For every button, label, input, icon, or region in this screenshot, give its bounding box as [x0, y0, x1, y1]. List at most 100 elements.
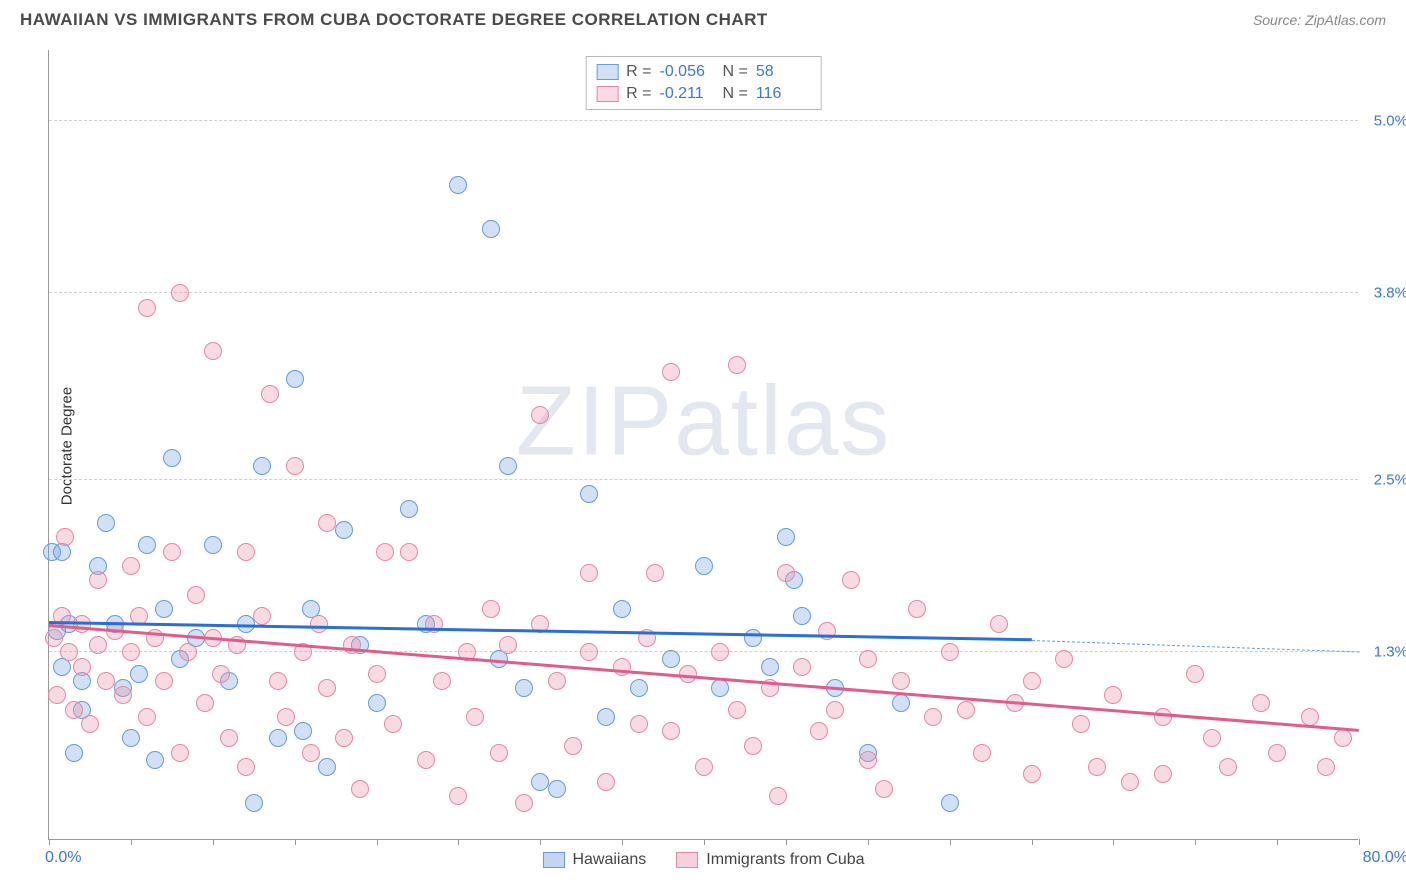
scatter-point	[1252, 694, 1270, 712]
x-tick	[540, 839, 541, 845]
legend-label: Immigrants from Cuba	[706, 851, 864, 869]
scatter-point	[277, 708, 295, 726]
scatter-point	[662, 650, 680, 668]
trend-line	[49, 624, 1359, 731]
x-tick	[1359, 839, 1360, 845]
n-value: 58	[756, 63, 811, 81]
scatter-point	[449, 787, 467, 805]
y-tick-label: 1.3%	[1374, 644, 1406, 661]
scatter-point	[81, 715, 99, 733]
scatter-point	[793, 658, 811, 676]
scatter-point	[490, 744, 508, 762]
scatter-point	[859, 650, 877, 668]
scatter-point	[1023, 672, 1041, 690]
scatter-point	[155, 600, 173, 618]
scatter-plot: ZIPatlas R =-0.056N =58R =-0.211N =116 H…	[48, 50, 1358, 840]
scatter-point	[335, 729, 353, 747]
scatter-point	[245, 794, 263, 812]
scatter-point	[580, 643, 598, 661]
chart-source: Source: ZipAtlas.com	[1253, 12, 1386, 28]
scatter-point	[564, 737, 582, 755]
scatter-point	[711, 643, 729, 661]
scatter-point	[613, 600, 631, 618]
scatter-point	[744, 737, 762, 755]
scatter-point	[1072, 715, 1090, 733]
scatter-point	[196, 694, 214, 712]
scatter-point	[941, 643, 959, 661]
x-tick	[213, 839, 214, 845]
scatter-point	[138, 299, 156, 317]
scatter-point	[294, 722, 312, 740]
scatter-point	[630, 715, 648, 733]
legend-label: Hawaiians	[572, 851, 646, 869]
legend-swatch	[596, 64, 618, 80]
scatter-point	[597, 708, 615, 726]
scatter-point	[777, 564, 795, 582]
legend-item: Immigrants from Cuba	[676, 851, 864, 869]
scatter-point	[343, 636, 361, 654]
chart-header: HAWAIIAN VS IMMIGRANTS FROM CUBA DOCTORA…	[0, 0, 1406, 36]
x-tick	[377, 839, 378, 845]
chart-title: HAWAIIAN VS IMMIGRANTS FROM CUBA DOCTORA…	[20, 10, 768, 30]
scatter-point	[122, 557, 140, 575]
scatter-point	[548, 672, 566, 690]
x-tick	[622, 839, 623, 845]
x-tick	[295, 839, 296, 845]
scatter-point	[1088, 758, 1106, 776]
scatter-point	[531, 406, 549, 424]
scatter-point	[1203, 729, 1221, 747]
scatter-point	[875, 780, 893, 798]
scatter-point	[138, 536, 156, 554]
scatter-point	[1219, 758, 1237, 776]
x-tick	[704, 839, 705, 845]
scatter-point	[122, 643, 140, 661]
scatter-point	[769, 787, 787, 805]
scatter-point	[744, 629, 762, 647]
scatter-point	[65, 701, 83, 719]
y-tick-label: 3.8%	[1374, 285, 1406, 302]
scatter-point	[45, 629, 63, 647]
scatter-point	[924, 708, 942, 726]
scatter-point	[1334, 729, 1352, 747]
x-tick	[950, 839, 951, 845]
scatter-point	[89, 571, 107, 589]
scatter-point	[1317, 758, 1335, 776]
r-value: -0.056	[660, 63, 715, 81]
scatter-point	[892, 672, 910, 690]
scatter-point	[761, 658, 779, 676]
scatter-point	[466, 708, 484, 726]
scatter-point	[973, 744, 991, 762]
scatter-point	[89, 636, 107, 654]
scatter-point	[695, 758, 713, 776]
scatter-point	[318, 679, 336, 697]
scatter-point	[531, 773, 549, 791]
scatter-point	[73, 658, 91, 676]
scatter-point	[695, 557, 713, 575]
scatter-point	[580, 564, 598, 582]
legend-swatch	[676, 852, 698, 868]
scatter-point	[48, 686, 66, 704]
gridline	[49, 120, 1358, 121]
scatter-point	[286, 370, 304, 388]
scatter-point	[499, 457, 517, 475]
scatter-point	[826, 701, 844, 719]
r-label: R =	[626, 85, 651, 103]
scatter-point	[368, 694, 386, 712]
gridline	[49, 292, 1358, 293]
scatter-point	[269, 672, 287, 690]
x-tick	[1277, 839, 1278, 845]
scatter-point	[155, 672, 173, 690]
r-label: R =	[626, 63, 651, 81]
scatter-point	[433, 672, 451, 690]
scatter-point	[1055, 650, 1073, 668]
scatter-point	[130, 665, 148, 683]
scatter-point	[892, 694, 910, 712]
scatter-point	[376, 543, 394, 561]
scatter-point	[400, 543, 418, 561]
scatter-point	[310, 615, 328, 633]
scatter-point	[269, 729, 287, 747]
scatter-point	[1268, 744, 1286, 762]
scatter-point	[580, 485, 598, 503]
scatter-point	[384, 715, 402, 733]
scatter-point	[253, 457, 271, 475]
